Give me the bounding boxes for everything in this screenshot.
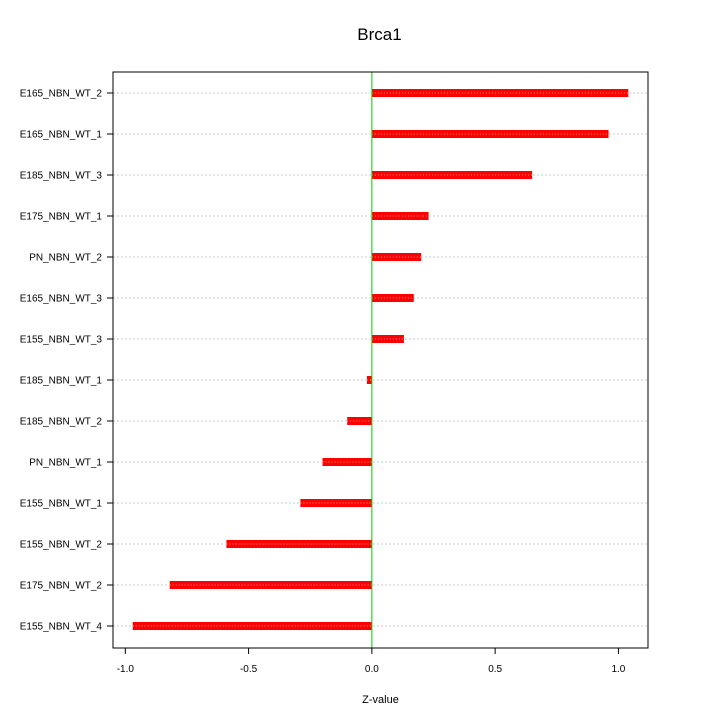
x-axis-title: Z-value bbox=[362, 694, 399, 706]
bars bbox=[132, 89, 629, 630]
bar bbox=[132, 622, 372, 630]
plot-frame bbox=[112, 71, 649, 649]
bar bbox=[366, 376, 372, 384]
y-tick-label: E185_NBN_WT_1 bbox=[20, 376, 103, 387]
y-tick-label: E155_NBN_WT_3 bbox=[20, 335, 103, 346]
bar bbox=[371, 294, 414, 302]
y-tick-label: E155_NBN_WT_1 bbox=[20, 499, 103, 510]
x-axis: -1.0 -0.5 0.0 0.5 1.0 bbox=[117, 648, 626, 675]
bar bbox=[371, 171, 533, 179]
x-tick-label: 1.0 bbox=[611, 664, 625, 675]
y-tick-label: E155_NBN_WT_4 bbox=[20, 622, 103, 633]
y-tick-label: E165_NBN_WT_3 bbox=[20, 294, 103, 305]
y-axis: E165_NBN_WT_2 E165_NBN_WT_1 E185_NBN_WT_3 E… bbox=[20, 89, 113, 633]
y-tick-label: E165_NBN_WT_1 bbox=[20, 130, 103, 141]
y-tick-label: PN_NBN_WT_1 bbox=[29, 458, 102, 469]
bar bbox=[300, 499, 372, 507]
y-tick-label: E185_NBN_WT_3 bbox=[20, 171, 103, 182]
bar bbox=[169, 581, 372, 589]
y-tick-label: E155_NBN_WT_2 bbox=[20, 540, 103, 551]
y-tick-label: PN_NBN_WT_2 bbox=[29, 253, 102, 264]
bar bbox=[371, 130, 609, 138]
x-tick-label: 0.5 bbox=[488, 664, 502, 675]
bar bbox=[371, 335, 404, 343]
bar bbox=[371, 89, 629, 97]
y-tick-label: E185_NBN_WT_2 bbox=[20, 417, 103, 428]
x-tick-label: -1.0 bbox=[117, 664, 135, 675]
y-tick-label: E165_NBN_WT_2 bbox=[20, 89, 103, 100]
bar bbox=[371, 212, 429, 220]
chart-title: Brca1 bbox=[357, 25, 401, 44]
x-tick-label: 0.0 bbox=[365, 664, 379, 675]
y-tick-label: E175_NBN_WT_1 bbox=[20, 212, 103, 223]
y-tick-label: E175_NBN_WT_2 bbox=[20, 581, 103, 592]
x-tick-label: -0.5 bbox=[240, 664, 258, 675]
